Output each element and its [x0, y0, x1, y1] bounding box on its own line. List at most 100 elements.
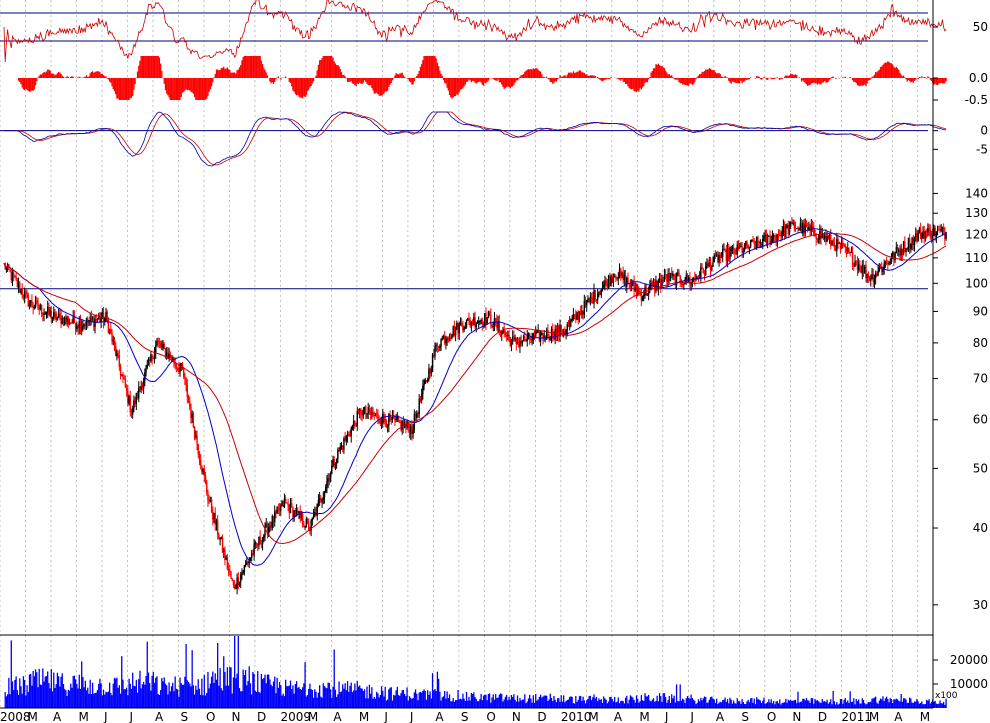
candle-body	[944, 232, 946, 239]
candle-body	[738, 246, 741, 249]
candle-body	[206, 481, 208, 493]
candle-body	[186, 384, 189, 398]
candle-body	[368, 407, 371, 412]
candle-body	[418, 398, 420, 415]
candle-body	[57, 313, 60, 318]
candle-body	[837, 239, 839, 244]
candle-body	[198, 454, 201, 460]
candle-body	[848, 248, 850, 253]
candle-body	[263, 535, 265, 538]
candle-body	[771, 236, 774, 241]
candle-body	[70, 322, 72, 324]
candle-body	[935, 231, 938, 237]
candle-body	[66, 317, 68, 322]
candle-body	[64, 317, 66, 325]
candle-body	[491, 324, 493, 327]
candle-body	[107, 320, 110, 333]
candle-body	[158, 341, 161, 344]
candle-body	[175, 364, 178, 368]
candle-body	[221, 538, 224, 552]
candle-body	[224, 549, 226, 560]
candle-body	[878, 267, 881, 271]
month-label: M	[920, 710, 930, 723]
candle-body	[240, 574, 242, 582]
candle-body	[433, 354, 435, 357]
candle-body	[745, 241, 747, 246]
candle-body	[741, 246, 743, 253]
candle-body	[765, 234, 768, 244]
candle-body	[405, 423, 407, 427]
candle-body	[45, 312, 48, 314]
candle-body	[113, 340, 116, 347]
candle-body	[698, 277, 701, 279]
month-label: M	[359, 710, 369, 723]
candle-body	[84, 323, 87, 327]
candle-body	[760, 242, 763, 247]
candle-body	[887, 262, 889, 264]
candle-body	[226, 557, 229, 569]
candle-body	[101, 312, 104, 319]
candle-body	[260, 542, 263, 545]
candle-body	[243, 565, 246, 572]
candle-body	[16, 279, 19, 288]
candle-body	[77, 326, 79, 328]
candle-body	[40, 304, 43, 315]
candle-body	[480, 320, 482, 322]
y-axis-labels: 50 0.0 -0.5 0 -5 140 130 120 110 100 90 80 70 60 50 40 3…	[933, 20, 988, 701]
candle-body	[651, 283, 653, 286]
candle-body	[840, 242, 843, 249]
candle-body	[244, 564, 247, 566]
candle-body	[361, 414, 363, 416]
candle-body	[138, 387, 140, 399]
candle-body	[513, 336, 515, 340]
candle-body	[617, 277, 619, 279]
grid-lines	[0, 0, 919, 708]
candle-body	[65, 317, 67, 322]
candle-body	[276, 507, 278, 513]
candle-body	[786, 225, 788, 228]
candle-body	[588, 298, 590, 302]
candle-body	[464, 327, 467, 329]
candle-body	[603, 284, 605, 288]
candle-body	[346, 433, 349, 436]
month-label: J	[664, 710, 669, 723]
candle-body	[806, 226, 809, 230]
candle-body	[164, 348, 167, 358]
candle-body	[601, 287, 604, 290]
candle-body	[671, 273, 673, 277]
candle-body	[571, 318, 573, 321]
candle-body	[409, 426, 412, 435]
candle-body	[494, 317, 497, 321]
price-tick-label: 50	[973, 461, 988, 475]
candle-body	[30, 300, 32, 304]
candle-body	[621, 272, 623, 276]
candle-body	[520, 340, 522, 344]
candle-body	[141, 385, 144, 389]
volume-tick-label: 20000	[950, 653, 988, 667]
candle-body	[667, 273, 669, 282]
candle-body	[349, 435, 351, 437]
candle-body	[668, 273, 670, 282]
candle-body	[76, 326, 78, 329]
candle-body	[864, 266, 866, 274]
candle-body	[862, 264, 865, 274]
candle-body	[565, 329, 567, 334]
candle-body	[366, 413, 368, 415]
candle-body	[902, 241, 905, 255]
candle-body	[798, 228, 800, 230]
candle-body	[42, 314, 44, 316]
candle-body	[874, 273, 877, 279]
candle-body	[167, 352, 169, 359]
candle-body	[844, 244, 847, 248]
candle-body	[743, 245, 746, 251]
candle-body	[509, 337, 511, 346]
candle-body	[310, 519, 312, 531]
candle-body	[293, 510, 295, 518]
candle-body	[218, 534, 220, 539]
candle-body	[344, 438, 346, 441]
candle-body	[393, 415, 395, 419]
candle-body	[712, 262, 714, 266]
candle-body	[725, 249, 728, 262]
candle-body	[321, 499, 323, 502]
